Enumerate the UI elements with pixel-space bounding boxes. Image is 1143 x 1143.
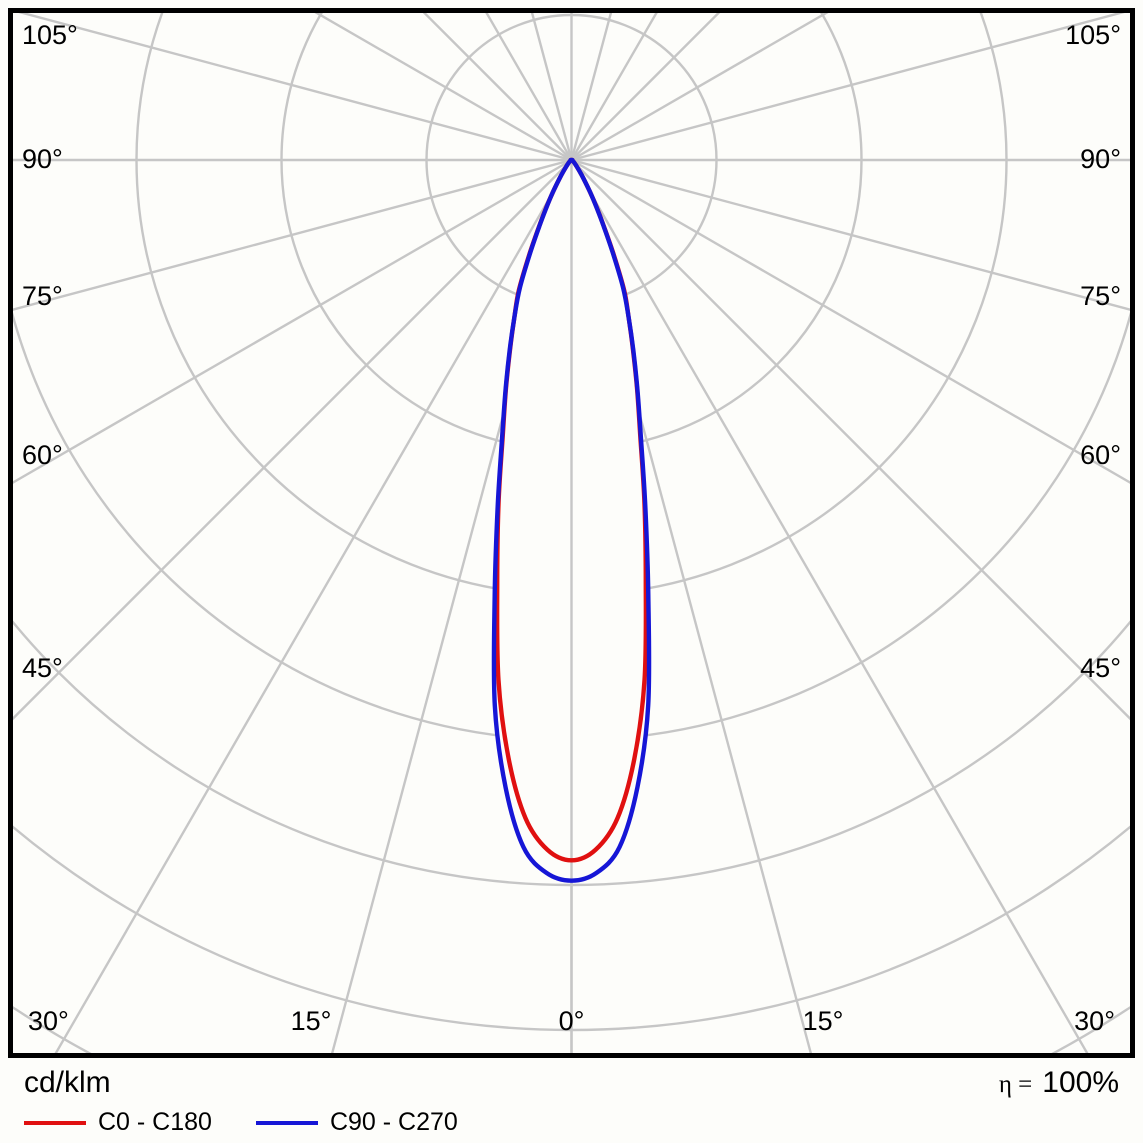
angle-tick-label: 30° <box>28 1006 69 1036</box>
grid-ray <box>570 13 829 162</box>
grid-ray <box>13 159 573 721</box>
legend-label-c90-c270: C90 - C270 <box>329 1108 458 1136</box>
curve-c90-c270 <box>491 157 652 883</box>
angle-tick-label: 15° <box>291 1006 332 1036</box>
angle-tick-label: 105° <box>1065 20 1121 50</box>
angle-tick-label: 75° <box>22 281 63 311</box>
footer: cd/klm η = 100% C0 - C180 C90 - C270 <box>0 1062 1143 1143</box>
grid-ray <box>571 158 1130 311</box>
legend-swatch-red-line <box>24 1120 86 1125</box>
angle-tick-label: 15° <box>803 1006 844 1036</box>
efficiency-label: η = 100% <box>999 1066 1119 1100</box>
legend: C0 - C180 C90 - C270 <box>0 1102 472 1143</box>
grid-ray <box>13 158 572 311</box>
curves-layer <box>491 157 652 1053</box>
grid-ray <box>54 159 573 1053</box>
polar-chart: 105° 105° 90° 90° 75° 75° 60° 60° 45° 45° 30° 15° 0°… <box>8 8 1135 1058</box>
angle-tick-label: 0° <box>559 1006 585 1036</box>
angle-tick-label: 45° <box>1080 653 1121 683</box>
eta-symbol: η = <box>998 1071 1033 1098</box>
eta-value: 100% <box>1042 1066 1119 1099</box>
grid-ray <box>530 13 573 161</box>
angle-tick-label: 60° <box>1080 440 1121 470</box>
grid-ray <box>570 158 1130 484</box>
angle-tick-label: 90° <box>1080 144 1121 174</box>
angle-tick-label: 30° <box>1074 1006 1115 1036</box>
angle-tick-label: 60° <box>22 440 63 470</box>
grid-ray <box>570 159 1089 1053</box>
plot-border <box>8 8 1135 1058</box>
legend-label-c0-c180: C0 - C180 <box>98 1108 212 1136</box>
legend-item-c0-c180: C0 - C180 <box>24 1108 212 1137</box>
grid-ray <box>18 13 572 162</box>
grid-ray <box>571 13 1125 162</box>
legend-items: C0 - C180 C90 - C270 <box>24 1108 472 1137</box>
unit-label: cd/klm <box>24 1066 111 1099</box>
grid-ray <box>570 13 613 161</box>
angle-tick-label: 105° <box>22 20 78 50</box>
legend-item-c90-c270: C90 - C270 <box>255 1108 458 1137</box>
footer-row: cd/klm η = 100% <box>0 1062 1143 1100</box>
polar-chart-area: 105° 105° 90° 90° 75° 75° 60° 60° 45° 45° 30° 15° 0°… <box>8 8 1135 1058</box>
grid-ray <box>314 13 573 162</box>
grid-ray <box>13 158 573 484</box>
grid-ray <box>570 159 1130 721</box>
legend-swatch-blue-line <box>255 1120 318 1125</box>
angle-tick-label: 45° <box>22 653 63 683</box>
angle-tick-label: 90° <box>22 144 63 174</box>
angle-tick-label: 75° <box>1080 281 1121 311</box>
